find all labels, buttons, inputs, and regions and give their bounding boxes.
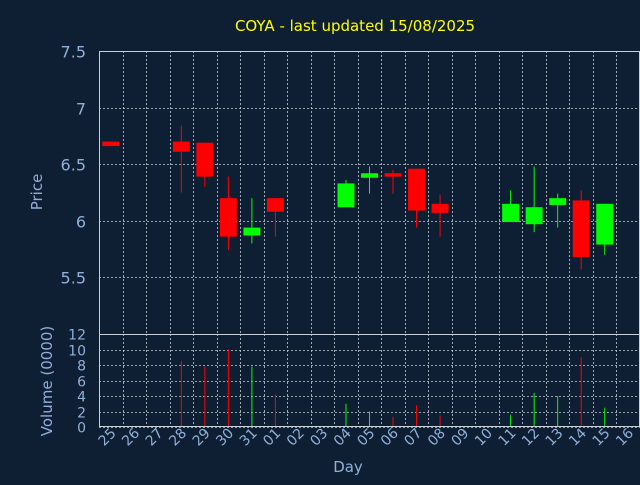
candlestick-series xyxy=(102,125,614,270)
candle-body xyxy=(243,227,261,236)
day-tick-label: 11 xyxy=(496,426,520,450)
candle-body xyxy=(431,203,449,213)
day-tick-label: 04 xyxy=(331,425,355,449)
price-tick-label: 7 xyxy=(76,100,86,119)
day-tick-label: 05 xyxy=(354,426,378,450)
candle-body xyxy=(525,207,543,225)
day-tick-label: 06 xyxy=(378,425,402,449)
day-tick-label: 08 xyxy=(425,426,449,450)
day-tick-label: 16 xyxy=(613,425,637,449)
volume-tick-label: 10 xyxy=(68,344,86,360)
price-tick-label: 6.5 xyxy=(61,156,86,175)
volume-tick-label: 4 xyxy=(77,390,86,406)
volume-tick-label: 0 xyxy=(77,421,86,437)
day-tick-label: 03 xyxy=(307,426,331,450)
candle-body xyxy=(572,200,590,258)
price-axis-title: Price xyxy=(28,174,46,211)
day-tick-label: 31 xyxy=(237,426,261,450)
day-tick-label: 13 xyxy=(543,426,567,450)
candle-body xyxy=(102,141,120,147)
day-tick-label: 29 xyxy=(190,426,214,450)
volume-tick-label: 6 xyxy=(77,375,86,391)
day-tick-label: 01 xyxy=(260,426,284,450)
price-tick-label: 5.5 xyxy=(61,269,86,288)
x-axis-title: Day xyxy=(333,458,363,476)
day-tick-label: 12 xyxy=(519,426,543,450)
day-tick-label: 09 xyxy=(448,426,472,450)
day-tick-label: 30 xyxy=(213,426,237,450)
candle-body xyxy=(384,173,402,177)
volume-tick-label: 12 xyxy=(68,328,86,344)
candle-body xyxy=(361,173,378,178)
volume-gridlines xyxy=(99,334,640,428)
candle-body xyxy=(219,198,237,237)
day-tick-label: 26 xyxy=(119,425,143,449)
volume-tick-label: 2 xyxy=(77,406,86,422)
candle-body xyxy=(196,142,214,177)
candle-body xyxy=(596,203,614,245)
candle-body xyxy=(502,203,520,222)
day-tick-label: 15 xyxy=(590,426,614,450)
volume-axis-title: Volume (0000) xyxy=(38,326,56,436)
candle-body xyxy=(549,198,567,205)
price-gridlines xyxy=(99,51,640,334)
volume-tick-label: 8 xyxy=(77,359,86,375)
day-tick-label: 14 xyxy=(566,425,590,449)
candle-body xyxy=(172,141,190,152)
day-tick-label: 07 xyxy=(401,426,425,450)
day-tick-label: 10 xyxy=(472,426,496,450)
price-tick-label: 6 xyxy=(76,213,86,232)
price-tick-label: 7.5 xyxy=(61,43,86,62)
day-tick-label: 02 xyxy=(284,426,308,450)
day-tick-labels: 25 26 27 28 29 30 31 01 02 03 04 05 06 07 08 09 10 11 12 13… xyxy=(96,425,637,449)
day-tick-label: 27 xyxy=(143,426,167,450)
volume-series xyxy=(180,349,606,427)
candle-body xyxy=(266,198,284,212)
candle-body xyxy=(337,183,355,208)
chart-title: COYA - last updated 15/08/2025 xyxy=(235,17,475,35)
price-tick-labels: 7.5 7 6.5 6 5.5 xyxy=(61,43,86,288)
candle-body xyxy=(408,168,426,211)
day-tick-label: 28 xyxy=(166,426,190,450)
day-tick-label: 25 xyxy=(96,426,120,450)
